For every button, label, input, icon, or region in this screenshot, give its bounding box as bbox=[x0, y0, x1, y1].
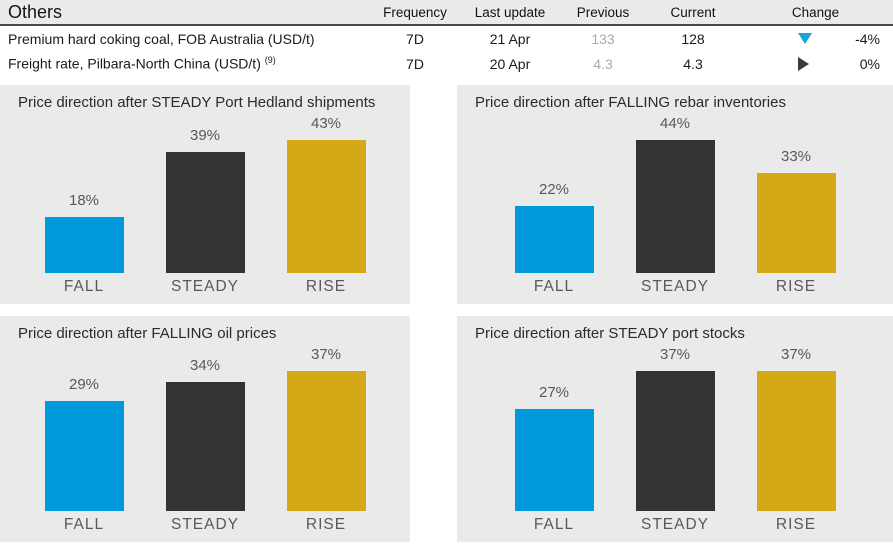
bar-column: 37% STEADY bbox=[635, 344, 715, 536]
category-label: RISE bbox=[305, 278, 347, 296]
change-right-arrow-icon bbox=[798, 56, 809, 71]
bar-fall bbox=[514, 409, 594, 511]
bar-fall bbox=[44, 217, 124, 273]
summary-table: Others Frequency Last update Previous Cu… bbox=[0, 0, 893, 76]
category-label: STEADY bbox=[170, 278, 239, 295]
chart-plot: 18% FALL 39% STEADY 43% RISE bbox=[18, 113, 392, 298]
charts-grid: Price direction after STEADY Port Hedlan… bbox=[0, 85, 893, 542]
bar-value-label: 18% bbox=[68, 192, 100, 209]
bar-value-label: 37% bbox=[659, 346, 691, 364]
row-label: Freight rate, Pilbara-North China (USD/t… bbox=[0, 55, 368, 72]
bar-value-label: 29% bbox=[68, 376, 100, 393]
bar-column: 34% STEADY bbox=[165, 344, 245, 536]
bar-value-label: 22% bbox=[538, 181, 570, 198]
table-row: Premium hard coking coal, FOB Australia … bbox=[0, 26, 893, 51]
category-label: FALL bbox=[63, 516, 105, 533]
bar-value-label: 39% bbox=[189, 127, 221, 144]
current-value: 128 bbox=[681, 30, 705, 47]
bar-steady bbox=[165, 152, 245, 273]
chart-panel-rebar-inventories: Price direction after FALLING rebar inve… bbox=[457, 85, 893, 304]
bar-value-label: 33% bbox=[780, 148, 812, 165]
bar-column: 39% STEADY bbox=[165, 113, 245, 298]
previous-value: 4.3 bbox=[593, 55, 613, 72]
change-percent: 0% bbox=[859, 55, 880, 72]
row-label-text: Freight rate, Pilbara-North China (USD/t… bbox=[8, 55, 261, 72]
last-update-value: 20 Apr bbox=[489, 55, 531, 72]
chart-panel-port-stocks: Price direction after STEADY port stocks… bbox=[457, 316, 893, 542]
bar-column: 44% STEADY bbox=[635, 113, 715, 298]
bar-steady bbox=[635, 371, 715, 512]
category-label: STEADY bbox=[170, 516, 239, 533]
chart-plot: 29% FALL 34% STEADY 37% RISE bbox=[18, 344, 392, 536]
category-label: STEADY bbox=[640, 278, 709, 296]
bar-column: 22% FALL bbox=[514, 113, 594, 298]
bar-value-label: 43% bbox=[310, 115, 342, 133]
bar-column: 18% FALL bbox=[44, 113, 124, 298]
bar-column: 29% FALL bbox=[44, 344, 124, 536]
bar-rise bbox=[756, 173, 836, 273]
frequency-value: 7D bbox=[406, 30, 424, 47]
category-label: STEADY bbox=[640, 516, 709, 534]
column-header-previous: Previous bbox=[576, 4, 630, 20]
table-row: Freight rate, Pilbara-North China (USD/t… bbox=[0, 51, 893, 76]
bar-value-label: 37% bbox=[310, 346, 342, 364]
bar-value-label: 34% bbox=[189, 357, 221, 374]
chart-title: Price direction after FALLING oil prices bbox=[18, 325, 277, 342]
current-value: 4.3 bbox=[683, 55, 703, 72]
row-label-text: Premium hard coking coal, FOB Australia … bbox=[8, 30, 315, 47]
previous-value: 133 bbox=[591, 30, 615, 47]
last-update-value: 21 Apr bbox=[489, 30, 531, 47]
change-percent: -4% bbox=[855, 30, 880, 47]
chart-title: Price direction after FALLING rebar inve… bbox=[475, 94, 786, 111]
column-header-change: Change bbox=[791, 4, 840, 20]
bar-fall bbox=[44, 401, 124, 511]
frequency-value: 7D bbox=[406, 55, 424, 72]
bar-column: 43% RISE bbox=[286, 113, 366, 298]
bar-rise bbox=[286, 371, 366, 512]
bar-column: 33% RISE bbox=[756, 113, 836, 298]
bar-column: 37% RISE bbox=[756, 344, 836, 536]
change-down-arrow-icon bbox=[798, 33, 812, 44]
column-header-current: Current bbox=[670, 4, 716, 20]
chart-title: Price direction after STEADY port stocks bbox=[475, 325, 745, 342]
chart-plot: 22% FALL 44% STEADY 33% RISE bbox=[475, 113, 875, 298]
change-cell: -4% bbox=[738, 31, 893, 47]
column-header-last-update: Last update bbox=[474, 4, 546, 20]
bar-column: 37% RISE bbox=[286, 344, 366, 536]
section-title: Others bbox=[8, 1, 63, 22]
column-header-frequency: Frequency bbox=[383, 4, 447, 20]
category-label: FALL bbox=[63, 278, 105, 295]
bar-fall bbox=[514, 206, 594, 273]
row-label: Premium hard coking coal, FOB Australia … bbox=[0, 31, 368, 47]
category-label: RISE bbox=[775, 516, 817, 534]
bar-steady bbox=[635, 140, 715, 274]
bar-rise bbox=[286, 140, 366, 274]
category-label: RISE bbox=[305, 516, 347, 534]
row-label-footnote: (9) bbox=[264, 55, 276, 66]
category-label: FALL bbox=[533, 516, 575, 533]
bar-value-label: 37% bbox=[780, 346, 812, 364]
chart-panel-oil-prices: Price direction after FALLING oil prices… bbox=[0, 316, 410, 542]
bar-column: 27% FALL bbox=[514, 344, 594, 536]
table-header-row: Others Frequency Last update Previous Cu… bbox=[0, 0, 893, 26]
category-label: FALL bbox=[533, 278, 575, 295]
bar-value-label: 44% bbox=[659, 115, 691, 133]
bar-rise bbox=[756, 371, 836, 512]
change-cell: 0% bbox=[738, 56, 893, 72]
chart-panel-port-hedland: Price direction after STEADY Port Hedlan… bbox=[0, 85, 410, 304]
chart-title: Price direction after STEADY Port Hedlan… bbox=[18, 94, 376, 111]
chart-plot: 27% FALL 37% STEADY 37% RISE bbox=[475, 344, 875, 536]
bar-value-label: 27% bbox=[538, 384, 570, 401]
category-label: RISE bbox=[775, 278, 817, 295]
bar-steady bbox=[165, 382, 245, 511]
